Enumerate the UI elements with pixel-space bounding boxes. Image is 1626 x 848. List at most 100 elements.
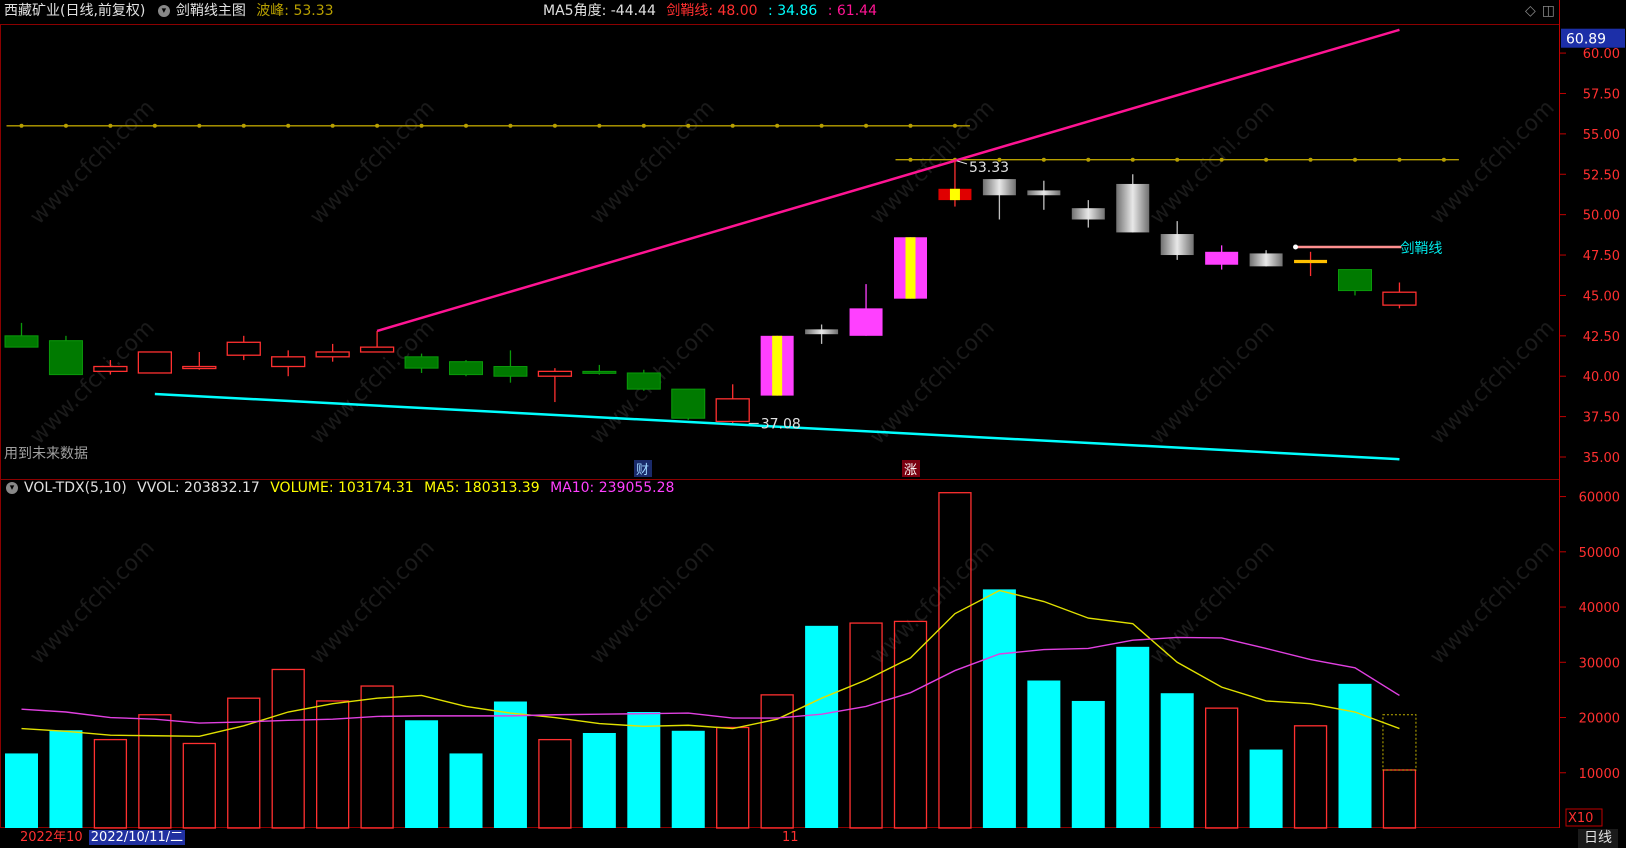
volume-bar [716, 726, 750, 829]
volume-bar [1160, 693, 1194, 828]
candle [1027, 180, 1061, 210]
main-panel-frame [0, 24, 1560, 480]
volume-bar [627, 712, 661, 828]
cursor-date-label: 2022/10/11/二 [88, 830, 186, 845]
volume-bar [893, 620, 928, 829]
stock-name: 西藏矿业 [4, 3, 60, 19]
candle [1294, 251, 1328, 277]
volume-bar [805, 625, 839, 828]
resistance-line-1-dot [419, 123, 424, 128]
candle-body [137, 351, 173, 374]
volume-bar [360, 685, 394, 829]
candle [894, 237, 927, 299]
candle [1116, 174, 1150, 233]
volume-bar [1205, 707, 1239, 829]
zhang-badge [902, 460, 920, 477]
volume-tick-label: 20000 [1579, 712, 1620, 727]
cai-badge [634, 460, 652, 477]
resistance-line-2-dot [1441, 157, 1446, 162]
peak-label: 53.33 [969, 160, 1009, 176]
candle [315, 343, 350, 362]
candle-body [449, 361, 483, 376]
volume-ma10-line [21, 636, 1400, 724]
candle [359, 330, 395, 353]
volume-tick-label: 50000 [1579, 546, 1620, 561]
candle [271, 350, 306, 377]
volume-menu-icon[interactable]: ▾ [6, 482, 18, 494]
trough-label: 37.08 [761, 416, 801, 432]
candle-body [1382, 291, 1417, 306]
resistance-line-1-dot [197, 123, 202, 128]
candle [1071, 200, 1105, 228]
price-tick-label: 52.50 [1583, 168, 1620, 183]
candle-body [271, 356, 306, 368]
candle [1249, 250, 1283, 267]
resistance-line-1-dot [775, 123, 780, 128]
volume-panel-frame [0, 479, 1560, 828]
candle-body [1071, 208, 1105, 220]
cai-marker: 财 [636, 463, 649, 478]
indicator-menu-icon[interactable]: ▾ [157, 5, 170, 17]
resistance-line-1-dot [686, 123, 691, 128]
zhang-marker: 涨 [904, 463, 917, 478]
candle-body [715, 398, 750, 423]
volume-bar [1382, 769, 1417, 829]
volume-bar [49, 730, 83, 828]
candle [982, 179, 1016, 220]
candle [137, 351, 173, 374]
volume-tick-label: 40000 [1579, 601, 1620, 616]
volume-bar [271, 668, 305, 829]
jx-segment-dot [1293, 244, 1299, 250]
resistance-line-1-dot [330, 123, 335, 128]
vol-ma5-label: MA5: 180313.39 [424, 480, 540, 496]
volume-bar [1071, 700, 1105, 828]
volume-bar [760, 694, 794, 829]
candle-body [1294, 259, 1328, 264]
volume-ma5-line [21, 589, 1400, 738]
current-price-box [1561, 28, 1625, 48]
jx-line-label: 剑鞘线 [1400, 241, 1442, 257]
resistance-line-2-dot [1175, 157, 1180, 162]
volume-header: ▾ VOL-TDX(5,10) VVOL: 203832.17 VOLUME: 1… [4, 477, 680, 499]
volume-bar [671, 730, 705, 828]
candle-body [805, 329, 839, 335]
candle-body [315, 351, 350, 358]
diamond-icon[interactable]: ◇ [1525, 3, 1536, 19]
price-tick-label: 37.50 [1583, 411, 1620, 426]
price-tick-label: 50.00 [1583, 209, 1620, 224]
peak-arrow [956, 160, 968, 165]
panel-toggle-icon[interactable]: ◫ [1541, 3, 1556, 19]
candle [626, 369, 661, 391]
year-month-label: 2022年10 [20, 830, 83, 845]
candle-body [1160, 234, 1194, 256]
low-line-label: : 34.86 [768, 3, 818, 19]
resistance-line-1-dot [286, 123, 291, 128]
candle-body [1338, 269, 1372, 292]
price-tick-label: 42.50 [1583, 330, 1620, 345]
candle-body [982, 179, 1016, 196]
candle-body [849, 308, 883, 336]
volume-bar [1293, 725, 1328, 829]
volume-bar [405, 720, 439, 828]
resistance-line-2-dot [1041, 157, 1046, 162]
candle [1382, 282, 1417, 309]
price-tick-label: 60.00 [1583, 47, 1620, 62]
volume-axis: 60000 50000 40000 30000 20000 10000 [1560, 491, 1620, 782]
price-tick-label: 55.00 [1583, 128, 1620, 143]
volume-indicator-name: VOL-TDX(5,10) [24, 480, 127, 496]
lower-trend-line [154, 392, 1400, 461]
resistance-line-1-dot [63, 123, 68, 128]
resistance-line-1-dot [552, 123, 557, 128]
volume-bar [1027, 680, 1061, 828]
candle [1205, 245, 1239, 270]
candle [849, 284, 883, 336]
period-button[interactable]: 日线 [1578, 829, 1618, 848]
ma5-angle-label: MA5角度: -44.44 [543, 3, 656, 19]
time-axis-bar: 2022年10 2022/10/11/二 [20, 828, 191, 848]
candle-body [493, 366, 528, 377]
resistance-line-1-dot [152, 123, 157, 128]
volume-bar [5, 753, 38, 828]
candle [182, 351, 217, 370]
upper-trend-line [376, 28, 1400, 333]
